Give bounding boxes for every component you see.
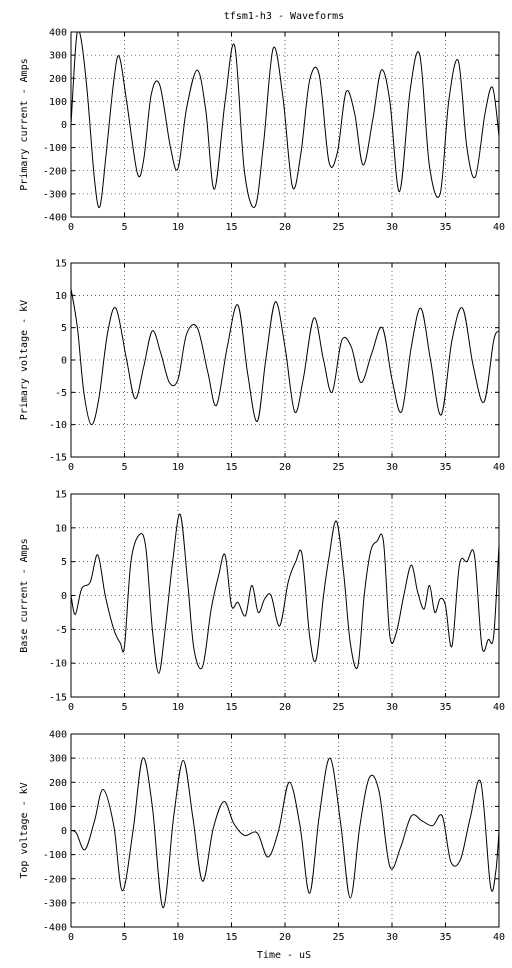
y-tick-label: -100 — [43, 850, 67, 861]
y-tick-label: 5 — [61, 323, 67, 334]
y-tick-label: 15 — [55, 490, 67, 501]
y-tick-label: 10 — [55, 523, 67, 534]
x-tick-label: 10 — [172, 932, 184, 943]
y-tick-label: -400 — [43, 213, 67, 224]
x-tick-label: 15 — [225, 222, 237, 233]
x-tick-label: 20 — [279, 702, 291, 713]
x-tick-label: 30 — [386, 932, 398, 943]
y-tick-label: -5 — [55, 625, 67, 636]
x-tick-label: 15 — [225, 702, 237, 713]
y-axis-label: Base current - Amps — [19, 538, 30, 652]
y-tick-label: 200 — [49, 74, 67, 85]
y-tick-label: 300 — [49, 51, 67, 62]
y-tick-label: 400 — [49, 730, 67, 741]
y-tick-label: -15 — [49, 453, 67, 464]
x-tick-label: 15 — [225, 932, 237, 943]
y-tick-label: 10 — [55, 291, 67, 302]
x-tick-label: 25 — [332, 462, 344, 473]
y-tick-label: 0 — [61, 826, 67, 837]
x-tick-label: 40 — [493, 222, 505, 233]
y-tick-label: 0 — [61, 591, 67, 602]
y-tick-label: -15 — [49, 693, 67, 704]
y-tick-label: 0 — [61, 120, 67, 131]
y-tick-label: -300 — [43, 898, 67, 909]
y-tick-label: -300 — [43, 189, 67, 200]
x-tick-label: 40 — [493, 462, 505, 473]
chart-panel-3: 0 5 10 15 20 25 30 35 40 -15 -10 -5 0 5 10 15 Base curre… — [19, 490, 505, 714]
y-tick-label: 100 — [49, 97, 67, 108]
x-tick-label: 35 — [439, 702, 451, 713]
waveform-trace — [71, 288, 499, 426]
x-tick-label: 10 — [172, 702, 184, 713]
y-tick-label: -200 — [43, 874, 67, 885]
y-tick-label: 100 — [49, 802, 67, 813]
y-tick-label: -400 — [43, 923, 67, 934]
x-tick-label: 25 — [332, 932, 344, 943]
x-tick-label: 20 — [279, 462, 291, 473]
chart-panel-1: 0 5 10 15 20 25 30 35 40 -400 -300 -200 -100 0 100 200 3… — [19, 28, 505, 234]
x-tick-label: 35 — [439, 462, 451, 473]
y-tick-label: 400 — [49, 28, 67, 39]
x-tick-label: 5 — [121, 702, 127, 713]
x-tick-label: 25 — [332, 222, 344, 233]
waveform-trace — [71, 757, 499, 909]
y-axis-label: Top voltage - kV — [19, 782, 30, 878]
y-tick-label: 300 — [49, 754, 67, 765]
y-tick-label: 15 — [55, 259, 67, 270]
x-tick-label: 15 — [225, 462, 237, 473]
waveform-trace — [71, 32, 499, 209]
plot-frame — [70, 262, 500, 458]
x-tick-label: 30 — [386, 462, 398, 473]
y-tick-label: 5 — [61, 557, 67, 568]
x-tick-label: 10 — [172, 222, 184, 233]
x-tick-label: 40 — [493, 702, 505, 713]
x-tick-label: 5 — [121, 462, 127, 473]
y-tick-label: -200 — [43, 166, 67, 177]
y-tick-label: -100 — [43, 143, 67, 154]
x-tick-label: 40 — [493, 932, 505, 943]
y-tick-label: -10 — [49, 420, 67, 431]
x-tick-label: 0 — [68, 222, 74, 233]
y-tick-label: -10 — [49, 659, 67, 670]
x-tick-label: 0 — [68, 702, 74, 713]
x-tick-label: 5 — [121, 222, 127, 233]
waveform-trace — [71, 513, 499, 674]
x-tick-label: 0 — [68, 462, 74, 473]
y-axis-label: Primary current - Amps — [19, 58, 30, 190]
y-tick-label: 0 — [61, 356, 67, 367]
x-tick-label: 35 — [439, 222, 451, 233]
x-tick-label: 25 — [332, 702, 344, 713]
x-tick-label: 20 — [279, 222, 291, 233]
x-axis-label: Time - uS — [257, 950, 311, 961]
x-tick-label: 5 — [121, 932, 127, 943]
x-tick-label: 0 — [68, 932, 74, 943]
y-tick-label: -5 — [55, 388, 67, 399]
x-tick-label: 30 — [386, 222, 398, 233]
chart-panel-2: 0 5 10 15 20 25 30 35 40 -15 -10 -5 0 5 10 15 Primary vo… — [19, 259, 505, 474]
x-tick-label: 30 — [386, 702, 398, 713]
y-axis-label: Primary voltage - kV — [19, 300, 30, 420]
chart-title: tfsm1-h3 - Waveforms — [224, 11, 344, 22]
x-tick-label: 10 — [172, 462, 184, 473]
x-tick-label: 20 — [279, 932, 291, 943]
chart-panel-4: 0 5 10 15 20 25 30 35 40 -400 -300 -200 -100 0 100 200 3… — [19, 730, 505, 944]
y-tick-label: 200 — [49, 778, 67, 789]
x-tick-label: 35 — [439, 932, 451, 943]
